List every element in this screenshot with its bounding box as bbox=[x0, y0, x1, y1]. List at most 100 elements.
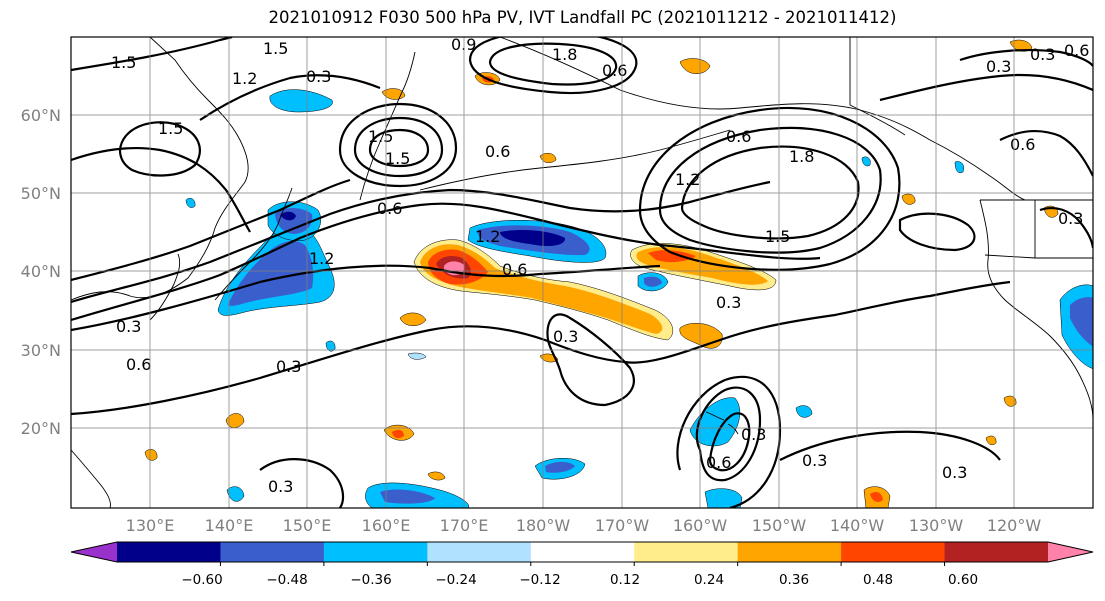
colorbar-label-6: 0.12 bbox=[610, 572, 640, 588]
contour-label-12: 1.5 bbox=[765, 227, 790, 246]
contour-ring-ne-2 bbox=[638, 106, 901, 271]
lon-label-150e: 150°E bbox=[283, 516, 332, 535]
colorbar-label-10: 0.60 bbox=[948, 572, 978, 588]
contour-label-28: 0.3 bbox=[986, 57, 1011, 76]
colorbar: −0.60 −0.48 −0.36 −0.24 −0.12 0.12 0.24 … bbox=[70, 541, 1094, 588]
contour-0-3-loop-center bbox=[546, 313, 635, 407]
pos-anomaly-small-1 bbox=[399, 312, 427, 326]
colorbar-label-1: −0.60 bbox=[181, 572, 222, 588]
contour-label-21: 0.3 bbox=[116, 317, 141, 336]
pos-anomaly-small-7 bbox=[679, 58, 711, 74]
pv-contours bbox=[71, 37, 1093, 508]
contour-0-6-mid bbox=[71, 264, 661, 332]
alaska-canada-border bbox=[849, 37, 906, 136]
colorbar-segment bbox=[323, 542, 428, 562]
contour-0-3-southeast bbox=[779, 430, 1001, 461]
contour-label-26: 0.3 bbox=[1030, 45, 1055, 64]
lat-label-30n: 30°N bbox=[21, 341, 61, 360]
contour-northwest-1-5 bbox=[71, 37, 233, 72]
colorbar-segments bbox=[71, 542, 1093, 562]
contour-label-10: 0.6 bbox=[485, 142, 510, 161]
lon-label-170e: 170°E bbox=[440, 516, 489, 535]
lat-label-50n: 50°N bbox=[21, 184, 61, 203]
neg-anomaly-small-5 bbox=[861, 156, 871, 167]
contour-label-15: 1.5 bbox=[368, 127, 393, 146]
colorbar-segment bbox=[737, 542, 842, 562]
contour-label-3: 0.3 bbox=[306, 67, 331, 86]
lon-label-180w: 180°W bbox=[516, 516, 571, 535]
contour-label-29: 0.3 bbox=[802, 451, 827, 470]
neg-anomaly-japan-core bbox=[228, 240, 314, 306]
colorbar-segment bbox=[427, 542, 532, 562]
longitude-labels: 130°E 140°E 150°E 160°E 170°E 180°W 170°… bbox=[126, 516, 1042, 535]
japan-coastline bbox=[214, 187, 293, 301]
aleutian-islands bbox=[419, 129, 731, 191]
neg-anomaly-south-b-core bbox=[545, 461, 575, 473]
lon-label-160e: 160°E bbox=[362, 516, 411, 535]
contour-label-27: 0.6 bbox=[1064, 41, 1089, 60]
contour-label-17: 0.6 bbox=[502, 260, 527, 279]
contour-label-16: 1.2 bbox=[475, 227, 500, 246]
contour-ring-center-1 bbox=[338, 102, 458, 188]
contour-label-19: 0.3 bbox=[276, 357, 301, 376]
pos-anomaly-east-red bbox=[648, 250, 696, 263]
neg-anomaly-gulf-core bbox=[644, 276, 662, 287]
lon-label-170w: 170°W bbox=[595, 516, 650, 535]
contour-0-3-northeast bbox=[959, 49, 1093, 67]
pos-anomaly-small-11 bbox=[1003, 395, 1017, 407]
neg-anomaly-small-2 bbox=[226, 486, 245, 502]
contour-ring-ne-3 bbox=[680, 145, 860, 240]
pos-anomaly-small-5-core bbox=[870, 492, 883, 502]
contour-label-1: 1.5 bbox=[111, 53, 136, 72]
contour-labels: 1.5 1.2 0.3 1.5 1.5 1.5 0.9 1.8 0.6 0.6 … bbox=[111, 37, 1089, 496]
contour-label-18: 0.3 bbox=[553, 327, 578, 346]
philippines-coastline bbox=[71, 449, 111, 508]
contour-ring-north-1 bbox=[468, 37, 638, 95]
contour-ring-center-2 bbox=[353, 116, 444, 178]
contour-0-3-hawaii-inner bbox=[695, 386, 762, 482]
contour-0-3-southwest bbox=[259, 458, 345, 508]
colorbar-labels: −0.60 −0.48 −0.36 −0.24 −0.12 0.12 0.24 … bbox=[181, 572, 978, 588]
contour-label-32: 0.6 bbox=[706, 453, 731, 472]
contour-label-31: 0.3 bbox=[741, 425, 766, 444]
asia-coastline bbox=[71, 37, 249, 301]
pos-anomaly-small-4 bbox=[144, 449, 158, 461]
ivt-pc-shading bbox=[144, 39, 1093, 508]
colorbar-segment bbox=[220, 542, 325, 562]
lon-label-140w: 140°W bbox=[830, 516, 885, 535]
neg-anomaly-small-1 bbox=[795, 405, 813, 418]
neg-anomaly-dateline-deep bbox=[500, 230, 566, 246]
pos-anomaly-small-14 bbox=[985, 435, 997, 446]
pos-anomaly-small-3 bbox=[225, 413, 245, 428]
pos-anomaly-small-8 bbox=[381, 88, 406, 100]
plot-title: 2021010912 F030 500 hPa PV, IVT Landfall… bbox=[268, 8, 897, 27]
contour-0-6-east bbox=[999, 129, 1093, 177]
contour-ring-north-2 bbox=[488, 42, 618, 86]
contour-label-22: 1.2 bbox=[309, 249, 334, 268]
colorbar-label-5: −0.12 bbox=[519, 572, 560, 588]
contour-label-8: 1.8 bbox=[552, 45, 577, 64]
latitude-labels: 60°N 50°N 40°N 30°N 20°N bbox=[21, 106, 61, 438]
alaska-coastline bbox=[499, 37, 1026, 201]
contour-0-3-east bbox=[1039, 206, 1093, 249]
colorbar-segment bbox=[944, 542, 1049, 562]
pos-anomaly-small-15 bbox=[427, 471, 446, 481]
lat-label-60n: 60°N bbox=[21, 106, 61, 125]
contour-0-6-hawaii bbox=[708, 412, 751, 472]
neg-anomaly-north-japan-deep bbox=[280, 211, 296, 221]
contour-label-6: 1.5 bbox=[385, 149, 410, 168]
lon-label-160w: 160°W bbox=[673, 516, 728, 535]
colorbar-label-3: −0.36 bbox=[350, 572, 391, 588]
contour-label-2: 1.2 bbox=[232, 69, 257, 88]
lon-label-140e: 140°E bbox=[205, 516, 254, 535]
contour-0-6-northeast bbox=[879, 73, 1093, 102]
lon-label-130w: 130°W bbox=[909, 516, 964, 535]
contour-label-33: 0.3 bbox=[268, 477, 293, 496]
neg-anomaly-west-coast-core bbox=[1070, 297, 1093, 347]
contour-label-4: 1.5 bbox=[263, 39, 288, 58]
us-state-line-2 bbox=[984, 254, 1036, 259]
contour-label-25: 0.6 bbox=[1010, 135, 1035, 154]
colorbar-ticks bbox=[219, 562, 946, 566]
pos-anomaly-hawaii-east bbox=[679, 322, 723, 349]
